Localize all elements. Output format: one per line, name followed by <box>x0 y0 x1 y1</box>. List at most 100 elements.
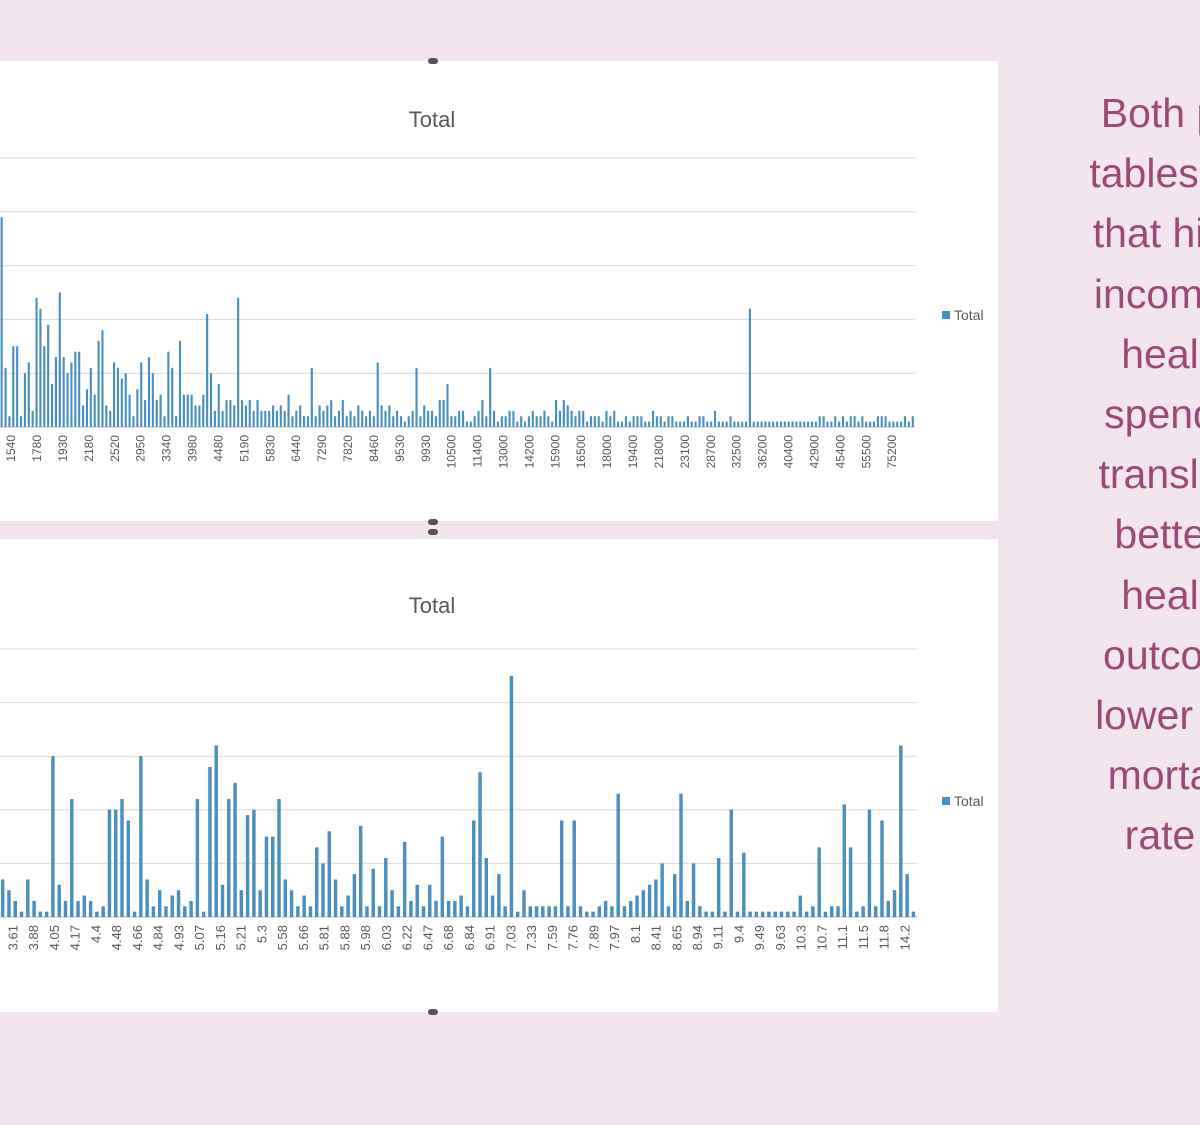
bar <box>337 410 341 427</box>
tick-label: 4.4 <box>88 925 103 943</box>
bar <box>803 421 806 427</box>
tick-label: 18000 <box>600 435 614 469</box>
tick-label: 9.4 <box>731 925 746 943</box>
bar <box>682 421 686 427</box>
bar <box>613 410 616 427</box>
bar <box>597 906 602 917</box>
tick-label: 55500 <box>859 435 873 469</box>
bar <box>465 906 470 917</box>
side-text-line: rate <box>1124 812 1196 859</box>
tick-label: 1780 <box>30 435 44 462</box>
bar <box>667 416 670 427</box>
bar <box>622 906 627 917</box>
tick-label: 32500 <box>730 435 744 469</box>
bar <box>176 890 181 917</box>
bar <box>566 906 570 917</box>
bar <box>388 405 391 427</box>
bar <box>477 410 480 427</box>
tick-label: 2180 <box>82 435 96 462</box>
bar <box>582 410 585 427</box>
bar <box>834 416 837 427</box>
bar <box>390 890 394 917</box>
bar <box>880 820 884 917</box>
resize-handle-top-2[interactable] <box>428 529 438 535</box>
bar <box>635 895 639 917</box>
resize-handle-bottom-1[interactable] <box>428 519 438 525</box>
bar <box>411 410 414 427</box>
bar <box>258 890 262 917</box>
bar <box>239 890 244 917</box>
tick-label: 4480 <box>211 435 225 462</box>
tick-label: 10500 <box>445 435 459 469</box>
bar <box>19 416 23 427</box>
bar <box>353 416 356 427</box>
bar <box>128 394 131 427</box>
bar <box>101 906 105 917</box>
tick-label: 6.91 <box>483 925 498 950</box>
bar <box>826 421 829 427</box>
bar <box>799 421 802 427</box>
tick-label: 6440 <box>289 435 303 462</box>
bar <box>434 900 438 917</box>
bar <box>132 911 137 917</box>
bar <box>291 416 294 427</box>
bar <box>268 410 271 427</box>
bar <box>880 416 883 427</box>
bar <box>888 421 891 427</box>
bar <box>553 906 558 917</box>
bar <box>190 394 193 427</box>
bar <box>57 884 61 917</box>
bar <box>446 383 449 427</box>
bar <box>857 421 860 427</box>
bar <box>892 890 897 917</box>
bar <box>310 367 313 427</box>
bar <box>672 874 677 917</box>
resize-handle-bottom-2[interactable] <box>428 1009 438 1015</box>
bar <box>760 421 763 427</box>
bar <box>352 874 357 917</box>
bar <box>591 911 595 917</box>
bar <box>547 416 550 427</box>
bar <box>818 416 821 427</box>
bar <box>516 421 519 427</box>
bar <box>578 906 583 917</box>
bar <box>346 895 350 917</box>
bar <box>283 879 288 917</box>
bar <box>82 895 87 917</box>
bar <box>132 416 135 427</box>
bar <box>229 400 232 427</box>
bar <box>508 410 511 427</box>
bar <box>120 799 124 917</box>
bar <box>710 911 715 917</box>
legend-label-1: Total <box>954 307 984 323</box>
bar <box>371 868 375 917</box>
bar <box>423 405 426 427</box>
bar <box>175 416 178 427</box>
side-text-line: Both p <box>1100 90 1200 136</box>
bar <box>302 895 306 917</box>
bar <box>415 884 419 917</box>
resize-handle-top-1[interactable] <box>428 58 438 64</box>
bar <box>609 416 612 427</box>
bar <box>679 793 683 917</box>
bar <box>221 410 224 427</box>
bar <box>271 405 275 427</box>
bar <box>227 799 231 917</box>
bar <box>377 906 382 917</box>
bar <box>492 410 496 427</box>
bar <box>539 416 542 427</box>
bar <box>848 847 853 917</box>
bar <box>804 911 809 917</box>
bar <box>289 890 294 917</box>
bar <box>0 217 3 427</box>
bar <box>82 405 85 427</box>
bar <box>171 367 174 427</box>
tick-label: 9930 <box>419 435 433 462</box>
bar <box>361 410 364 427</box>
bar <box>704 911 708 917</box>
bar <box>690 421 693 427</box>
bar <box>170 895 174 917</box>
bar <box>74 351 77 427</box>
bar <box>237 297 240 427</box>
tick-label: 7.33 <box>524 925 539 950</box>
